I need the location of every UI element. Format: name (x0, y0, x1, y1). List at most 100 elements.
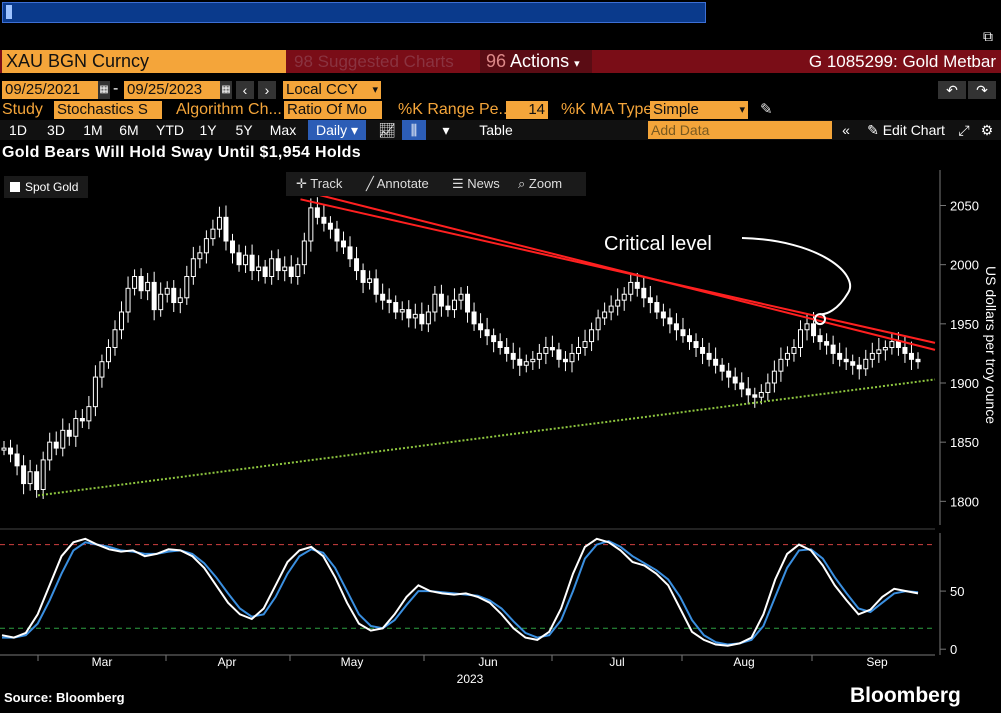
candle-body (145, 281, 151, 292)
candle-body (197, 252, 203, 260)
candle-body (589, 329, 595, 343)
news-tool[interactable]: ☰ News (452, 172, 500, 196)
candle-body (673, 323, 679, 331)
candle-body (882, 347, 888, 351)
track-tool[interactable]: ✛ Track (296, 172, 342, 196)
magnifier-icon: ⌕ (518, 176, 526, 191)
chevron-down-icon: ▾ (739, 104, 745, 116)
candle-body (706, 352, 712, 360)
add-data-input[interactable]: Add Data (648, 121, 832, 139)
undo-icon[interactable]: ↶ (938, 81, 966, 99)
period-tab-6m[interactable]: 6M (119, 122, 139, 138)
candle-body (327, 222, 333, 230)
chevron-left-icon[interactable]: ‹ (236, 81, 254, 99)
study-select[interactable]: Stochastics S (54, 101, 162, 119)
candle-body (843, 358, 849, 363)
calendar-icon[interactable]: ▦ (220, 81, 232, 99)
gear-icon[interactable]: ⚙ (980, 122, 994, 138)
candlestick-icon[interactable]: ⫼ (402, 120, 426, 140)
k-ma-select[interactable]: Simple ▾ (650, 101, 748, 119)
candle-body (406, 309, 412, 319)
candle-body (105, 347, 111, 363)
candle-body (562, 358, 568, 363)
candle-body (321, 216, 327, 224)
candle-body (8, 447, 14, 455)
k-ma-value: Simple (653, 101, 699, 118)
candle-body (732, 376, 738, 384)
period-tab-1y[interactable]: 1Y (199, 122, 217, 138)
candle-body (112, 329, 118, 348)
zoom-tool[interactable]: ⌕ Zoom (518, 172, 562, 196)
candle-body (138, 276, 144, 292)
candle-body (425, 311, 431, 325)
pencil-icon[interactable]: ✎ (760, 101, 773, 118)
candle-body (458, 293, 464, 301)
external-window-icon[interactable]: ⧉ (983, 28, 993, 44)
candle-body (399, 309, 405, 313)
period-tab-max[interactable]: Max (269, 122, 297, 138)
news-icon: ☰ (452, 176, 464, 191)
candle-body (438, 293, 444, 307)
expand-icon[interactable]: ⤢ (958, 122, 970, 138)
suggested-charts-button[interactable]: 98 Suggested Charts (294, 50, 472, 73)
ticker-input[interactable]: XAU BGN Curncy (2, 50, 286, 73)
x-tick-label: Jun (478, 655, 497, 669)
candle-body (21, 465, 27, 485)
frequency-select[interactable]: Daily ▾ (308, 120, 366, 140)
candle-body (771, 370, 777, 384)
candle-body (693, 341, 699, 348)
candle-body (184, 276, 190, 299)
frequency-value: Daily (315, 122, 348, 138)
candle-body (628, 281, 634, 295)
start-date-input[interactable]: 09/25/2021 (2, 81, 98, 99)
period-tab-1m[interactable]: 1M (83, 122, 103, 138)
actions-number: 96 (486, 51, 507, 71)
candle-body (445, 305, 451, 311)
line-chart-icon[interactable]: 📈︎ (378, 122, 396, 138)
candle-body (908, 352, 914, 360)
resistance-line (300, 198, 936, 344)
table-button[interactable]: Table (479, 122, 513, 138)
y-axis-label: US dollars per troy ounce (983, 266, 999, 424)
candle-body (523, 361, 529, 366)
candle-body (824, 341, 830, 346)
chevron-right-icon[interactable]: › (258, 81, 276, 99)
x-tick-label: Sep (866, 655, 888, 669)
command-line-input[interactable] (2, 2, 706, 23)
candle-body (491, 335, 497, 343)
x-tick-label: Apr (218, 655, 237, 669)
candle-body (256, 266, 262, 272)
candle-body (99, 361, 105, 378)
candle-body (745, 388, 751, 396)
chevron-down-icon[interactable]: ▾ (442, 122, 450, 138)
candle-body (654, 302, 660, 313)
candle-body (634, 281, 640, 289)
period-tab-3d[interactable]: 3D (47, 122, 65, 138)
actions-menu-button[interactable]: 96 Actions ▾ (480, 50, 592, 73)
k-range-input[interactable]: 14 (506, 101, 548, 119)
candle-body (739, 382, 745, 390)
period-tab-1d[interactable]: 1D (9, 122, 27, 138)
currency-select[interactable]: Local CCY ▾ (283, 81, 381, 99)
candle-body (53, 441, 59, 449)
algorithm-select[interactable]: Ratio Of Mo (284, 101, 382, 119)
calendar-icon[interactable]: ▦ (98, 81, 110, 99)
price-chart[interactable]: Critical level 0 50 Mar Apr May Jun Jul Aug Sep… (0, 165, 1001, 685)
crosshair-icon: ✛ (296, 176, 307, 191)
double-chevron-left-icon[interactable]: « (842, 122, 850, 138)
stoch-tick-label: 50 (950, 584, 964, 599)
x-tick-label: May (341, 655, 364, 669)
candle-body (27, 471, 33, 485)
bloomberg-logo: Bloomberg (850, 684, 961, 707)
candle-body (863, 358, 869, 370)
period-tab-5y[interactable]: 5Y (235, 122, 253, 138)
period-tab-ytd[interactable]: YTD (156, 122, 184, 138)
stoch-tick-label: 0 (950, 642, 957, 657)
candle-body (680, 329, 686, 337)
end-date-input[interactable]: 09/25/2023 (124, 81, 220, 99)
legend-swatch (10, 182, 20, 192)
edit-chart-button[interactable]: ✎ Edit Chart (860, 120, 952, 140)
annotate-tool[interactable]: ╱ Annotate (366, 172, 429, 196)
study-label: Study (2, 101, 43, 118)
redo-icon[interactable]: ↷ (968, 81, 996, 99)
